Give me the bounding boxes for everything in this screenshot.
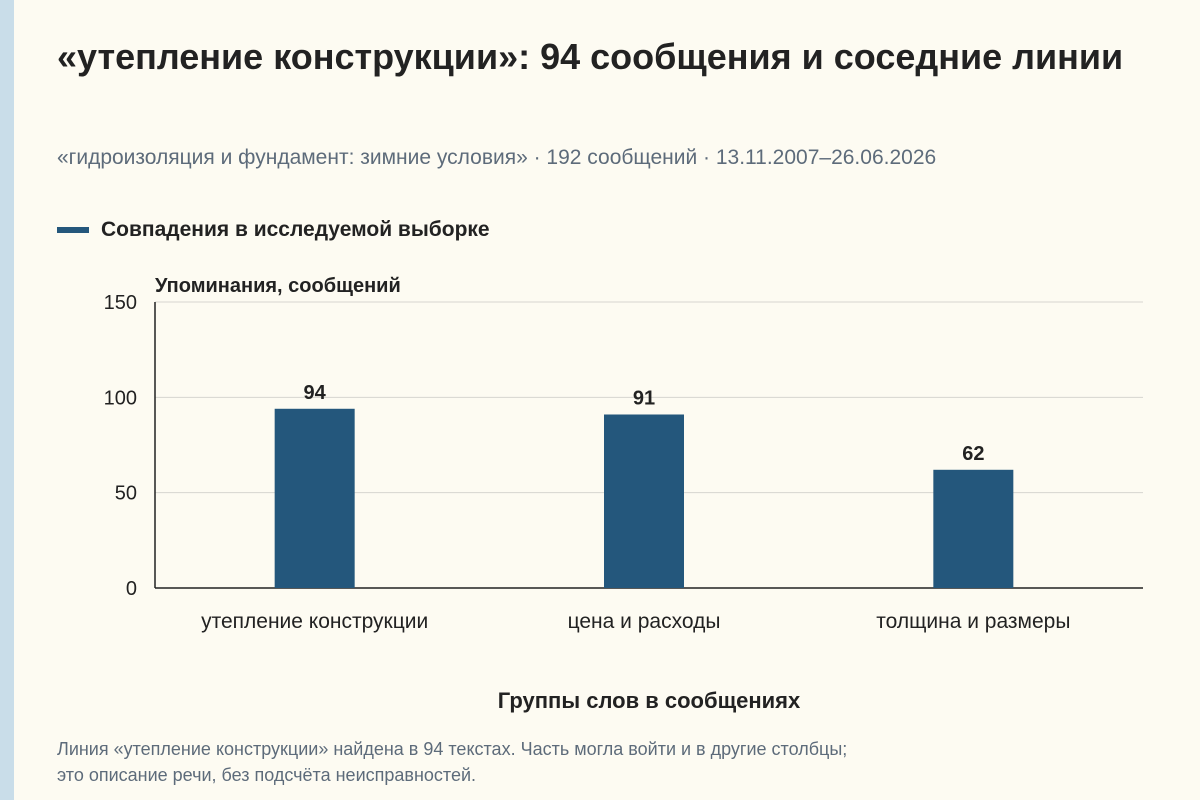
y-tick-label: 50 (115, 483, 137, 505)
y-tick-label: 100 (104, 387, 137, 409)
chart-legend: Совпадения в исследуемой выборке (57, 218, 490, 242)
legend-label: Совпадения в исследуемой выборке (101, 218, 490, 241)
legend-swatch (57, 227, 89, 233)
bar (933, 469, 1014, 588)
bar-value-label: 62 (962, 443, 984, 465)
y-axis-label: Упоминания, сообщений (155, 275, 401, 297)
accent-strip (0, 0, 14, 800)
x-tick-label: цена и расходы (568, 610, 721, 633)
y-tick-label: 0 (126, 578, 137, 600)
page-title: «утепление конструкции»: 94 сообщения и … (57, 36, 1124, 77)
bar (274, 408, 355, 588)
footnote-line-2: это описание речи, без подсчёта неисправ… (57, 765, 477, 785)
x-tick-label: толщина и размеры (876, 610, 1070, 633)
bar (604, 414, 684, 588)
footnote-line-1: Линия «утепление конструкции» найдена в … (57, 739, 848, 759)
bar-value-label: 91 (633, 387, 655, 409)
x-axis-label: Группы слов в сообщениях (498, 688, 801, 713)
y-tick-label: 150 (104, 292, 137, 314)
bar-value-label: 94 (304, 382, 327, 404)
footnote: Линия «утепление конструкции» найдена в … (57, 736, 1157, 788)
page-subtitle: «гидроизоляция и фундамент: зимние услов… (57, 146, 937, 169)
x-tick-label: утепление конструкции (201, 610, 428, 633)
